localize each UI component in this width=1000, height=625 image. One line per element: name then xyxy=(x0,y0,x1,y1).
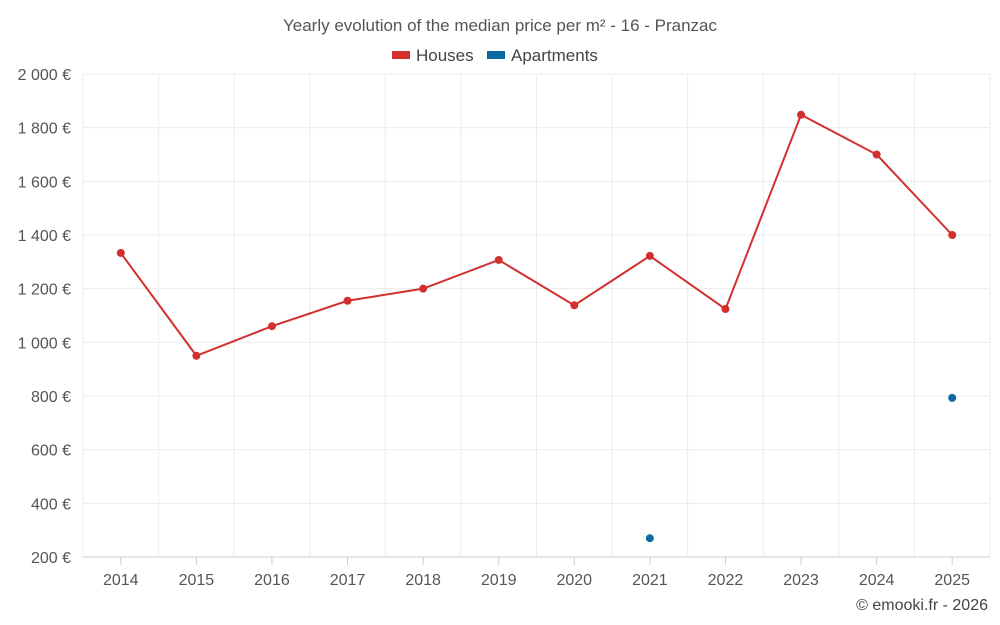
y-tick-label: 1 200 € xyxy=(18,282,71,299)
data-point[interactable] xyxy=(872,150,881,159)
x-tick-label: 2019 xyxy=(481,572,517,589)
data-point[interactable] xyxy=(797,110,806,119)
y-tick-label: 800 € xyxy=(31,389,71,406)
x-tick-label: 2021 xyxy=(632,572,668,589)
y-tick-label: 1 600 € xyxy=(18,174,71,191)
legend-label: Apartments xyxy=(511,46,598,65)
x-axis: 2014 2015 2016 2017 2018 2019 2020 2021 2022 2023… xyxy=(103,557,970,589)
data-point[interactable] xyxy=(948,231,957,239)
x-tick-label: 2015 xyxy=(179,572,215,589)
data-point[interactable] xyxy=(645,251,654,260)
legend-swatch xyxy=(392,51,410,59)
legend-label: Houses xyxy=(416,46,474,65)
series-apartments xyxy=(645,393,957,543)
y-tick-label: 600 € xyxy=(31,443,71,460)
series-line xyxy=(119,113,953,357)
y-axis: 200 € 400 € 600 € 800 € 1 000 € 1 200 € 1 400 … xyxy=(18,67,71,567)
legend-swatch xyxy=(487,51,505,59)
y-tick-label: 400 € xyxy=(31,496,71,513)
x-tick-label: 2016 xyxy=(254,572,290,589)
series-houses xyxy=(116,110,957,360)
x-tick-label: 2018 xyxy=(405,572,441,589)
x-tick-label: 2017 xyxy=(330,572,366,589)
data-point[interactable] xyxy=(419,284,428,293)
data-point[interactable] xyxy=(116,248,125,257)
x-tick-label: 2025 xyxy=(934,572,970,589)
data-point[interactable] xyxy=(267,322,276,331)
data-point[interactable] xyxy=(494,255,503,264)
grid xyxy=(82,73,991,558)
data-point[interactable] xyxy=(948,393,957,402)
series xyxy=(116,110,957,543)
legend-item-houses[interactable]: Houses xyxy=(392,46,474,65)
data-point[interactable] xyxy=(645,534,654,543)
data-point[interactable] xyxy=(343,296,352,305)
y-tick-label: 2 000 € xyxy=(18,67,71,84)
x-tick-label: 2020 xyxy=(556,572,592,589)
data-point[interactable] xyxy=(192,351,201,360)
y-tick-label: 200 € xyxy=(31,550,71,567)
x-tick-label: 2014 xyxy=(103,572,139,589)
chart-title: Yearly evolution of the median price per… xyxy=(283,16,718,35)
x-tick-label: 2024 xyxy=(859,572,895,589)
credit-text: © emooki.fr - 2026 xyxy=(856,597,988,614)
data-point[interactable] xyxy=(570,301,579,310)
x-tick-label: 2022 xyxy=(708,572,744,589)
y-tick-label: 1 000 € xyxy=(18,335,71,352)
y-tick-label: 1 400 € xyxy=(18,228,71,245)
legend-item-apartments[interactable]: Apartments xyxy=(487,46,598,65)
y-tick-label: 1 800 € xyxy=(18,121,71,138)
x-tick-label: 2023 xyxy=(783,572,819,589)
data-point[interactable] xyxy=(721,305,730,314)
legend: Houses Apartments xyxy=(392,46,598,65)
